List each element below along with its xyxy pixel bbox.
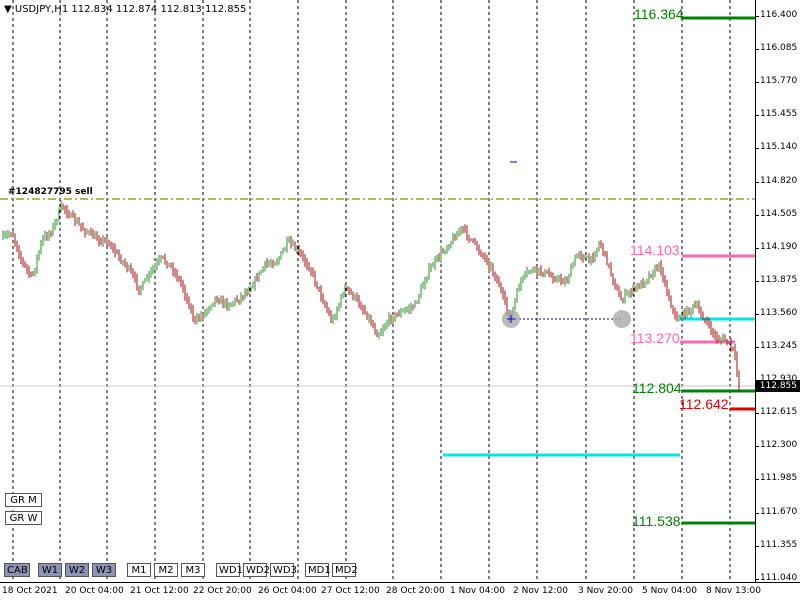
timeframe-button-wd3[interactable]: WD3 <box>270 563 297 577</box>
price-tick-label: 111.985 <box>760 473 798 484</box>
timeframe-button-cab[interactable]: CAB <box>4 563 30 577</box>
time-tick-label: 5 Nov 04:00 <box>642 586 697 596</box>
time-tick-label: 3 Nov 20:00 <box>578 586 633 596</box>
price-tick-mark <box>756 545 759 547</box>
price-tick-mark <box>756 82 759 84</box>
price-tick-label: 114.190 <box>760 241 798 252</box>
price-tick-label: 111.040 <box>760 572 798 583</box>
timeframe-button-md2[interactable]: MD2 <box>332 563 358 577</box>
time-tick-label: 27 Oct 12:00 <box>321 586 380 596</box>
trade-close-marker <box>613 310 631 328</box>
time-tick-label: 21 Oct 12:00 <box>130 586 189 596</box>
price-chart[interactable] <box>0 0 755 582</box>
price-tick-label: 114.505 <box>760 208 798 219</box>
time-tick-label: 22 Oct 20:00 <box>193 586 252 596</box>
price-tick-mark <box>756 49 759 51</box>
price-tick-mark <box>756 347 759 348</box>
symbol-label: USDJPY,H1 <box>14 4 69 15</box>
level-label-112642: 112.642 <box>679 396 729 412</box>
price-tick-mark <box>756 16 759 17</box>
time-tick-label: 8 Nov 13:00 <box>706 586 761 596</box>
level-label-111538: 111.538 <box>632 513 681 529</box>
price-tick-label: 115.140 <box>760 142 798 153</box>
price-tick-mark <box>756 446 759 448</box>
timeframe-button-m3[interactable]: M3 <box>181 563 205 577</box>
price-tick-label: 112.300 <box>760 440 798 451</box>
timeframe-button-w1[interactable]: W1 <box>38 563 62 577</box>
price-tick-label: 114.820 <box>760 175 798 186</box>
gr-m-button[interactable]: GR M <box>5 493 42 507</box>
time-tick-label: 28 Oct 20:00 <box>386 586 445 596</box>
price-tick-mark <box>756 512 759 514</box>
timeframe-button-m2[interactable]: M2 <box>154 563 178 577</box>
current-price-tag: 112.855 <box>755 380 800 392</box>
time-tick-label: 18 Oct 2021 <box>2 586 58 596</box>
chart-header: ▼ USDJPY,H1 112.834 112.874 112.813 112.… <box>4 4 246 15</box>
price-tick-label: 115.770 <box>760 76 798 87</box>
timeframe-button-wd2[interactable]: WD2 <box>243 563 270 577</box>
price-tick-mark <box>756 280 759 282</box>
price-tick-label: 113.875 <box>760 274 798 285</box>
price-tick-mark <box>756 578 759 580</box>
price-tick-mark <box>756 479 759 481</box>
time-tick-label: 20 Oct 04:00 <box>65 586 124 596</box>
price-tick-label: 116.400 <box>760 10 798 20</box>
price-tick-label: 116.085 <box>760 43 798 54</box>
level-label-112804: 112.804 <box>632 380 682 396</box>
time-tick-label: 2 Nov 12:00 <box>513 586 568 596</box>
price-tick-label: 112.930 <box>760 374 797 384</box>
price-tick-mark <box>756 413 759 415</box>
timeframe-button-md1[interactable]: MD1 <box>305 563 331 577</box>
order-label: #124827795 sell <box>8 187 93 197</box>
price-tick-mark <box>756 181 759 183</box>
price-axis[interactable]: 116.400 116.085 115.770 115.455 115.140 114.8… <box>755 0 800 583</box>
time-tick-label: 26 Oct 04:00 <box>258 586 317 596</box>
ohlc-values: 112.834 112.874 112.813 112.855 <box>71 4 247 15</box>
timeframe-button-w2[interactable]: W2 <box>65 563 89 577</box>
level-label-116364: 116.364 <box>634 6 684 22</box>
dropdown-triangle-icon[interactable]: ▼ <box>4 4 12 15</box>
price-tick-mark <box>756 214 759 216</box>
price-tick-label: 113.560 <box>760 307 798 318</box>
time-tick-label: 1 Nov 04:00 <box>450 586 505 596</box>
level-label-114103: 114.103 <box>630 242 680 258</box>
price-tick-label: 112.615 <box>760 407 798 418</box>
timeframe-button-m1[interactable]: M1 <box>127 563 151 577</box>
price-tick-mark <box>756 148 759 150</box>
price-tick-label: 115.455 <box>760 109 798 120</box>
timeframe-button-w3[interactable]: W3 <box>92 563 116 577</box>
price-tick-mark <box>756 313 759 315</box>
price-tick-label: 111.670 <box>760 506 798 517</box>
price-tick-mark <box>756 115 759 117</box>
level-label-113270: 113.270 <box>630 330 680 346</box>
price-tick-label: 111.355 <box>760 539 798 550</box>
gr-w-button[interactable]: GR W <box>5 511 42 525</box>
time-axis[interactable]: 18 Oct 2021 20 Oct 04:00 21 Oct 12:00 22 Oc… <box>0 582 800 601</box>
price-tick-mark <box>756 247 759 249</box>
timeframe-button-wd1[interactable]: WD1 <box>216 563 243 577</box>
price-tick-label: 113.245 <box>760 341 798 351</box>
